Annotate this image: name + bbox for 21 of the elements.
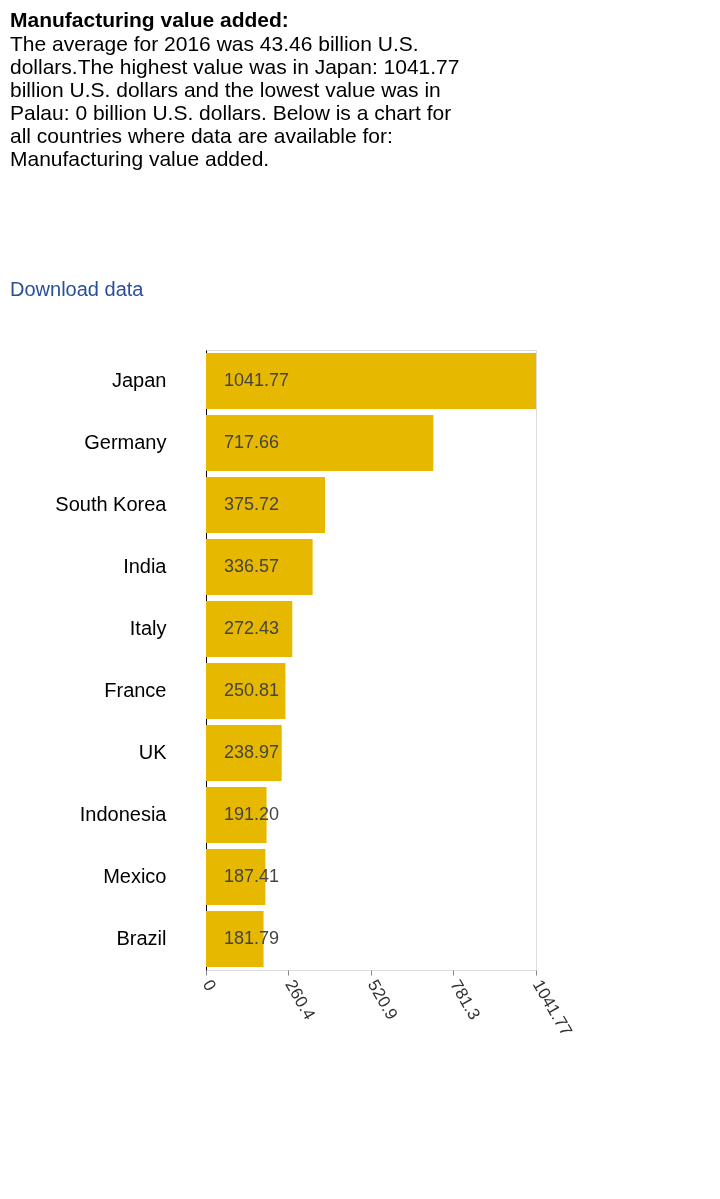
text: Download data (10, 278, 145, 300)
x-tick-label: 0 (198, 976, 220, 995)
data-label: 272.43 (224, 618, 280, 638)
data-label: 1041.77 (224, 370, 290, 390)
chart-subtitle: The average for 2016 was 43.46 billion U.S. dollars.The highest value was in Japan: 1041.77 billion U.S. dollars and the lowest value was in Palau: 0 billion U.S. dollars. Below is a chart for all countries where data are available for: Manufacturing value added. (10, 32, 460, 170)
y-tick-label: Italy (129, 617, 167, 639)
chart-title: Manufacturing value added: (10, 8, 289, 31)
data-label: 375.72 (224, 494, 280, 514)
data-label: 238.97 (224, 742, 280, 762)
y-tick-label: India (123, 555, 168, 577)
y-tick-label: South Korea (55, 493, 168, 515)
y-tick-label: Japan (112, 369, 167, 391)
y-tick-label: Germany (84, 431, 167, 453)
y-tick-label: Mexico (103, 865, 167, 887)
data-label: 717.66 (224, 432, 280, 452)
y-tick-label: Indonesia (79, 803, 168, 825)
y-tick-label: Brazil (116, 927, 167, 949)
y-tick-label: France (104, 679, 167, 701)
data-label: 250.81 (224, 680, 280, 700)
y-tick-label: UK (138, 741, 168, 763)
data-label: 336.57 (224, 556, 280, 576)
